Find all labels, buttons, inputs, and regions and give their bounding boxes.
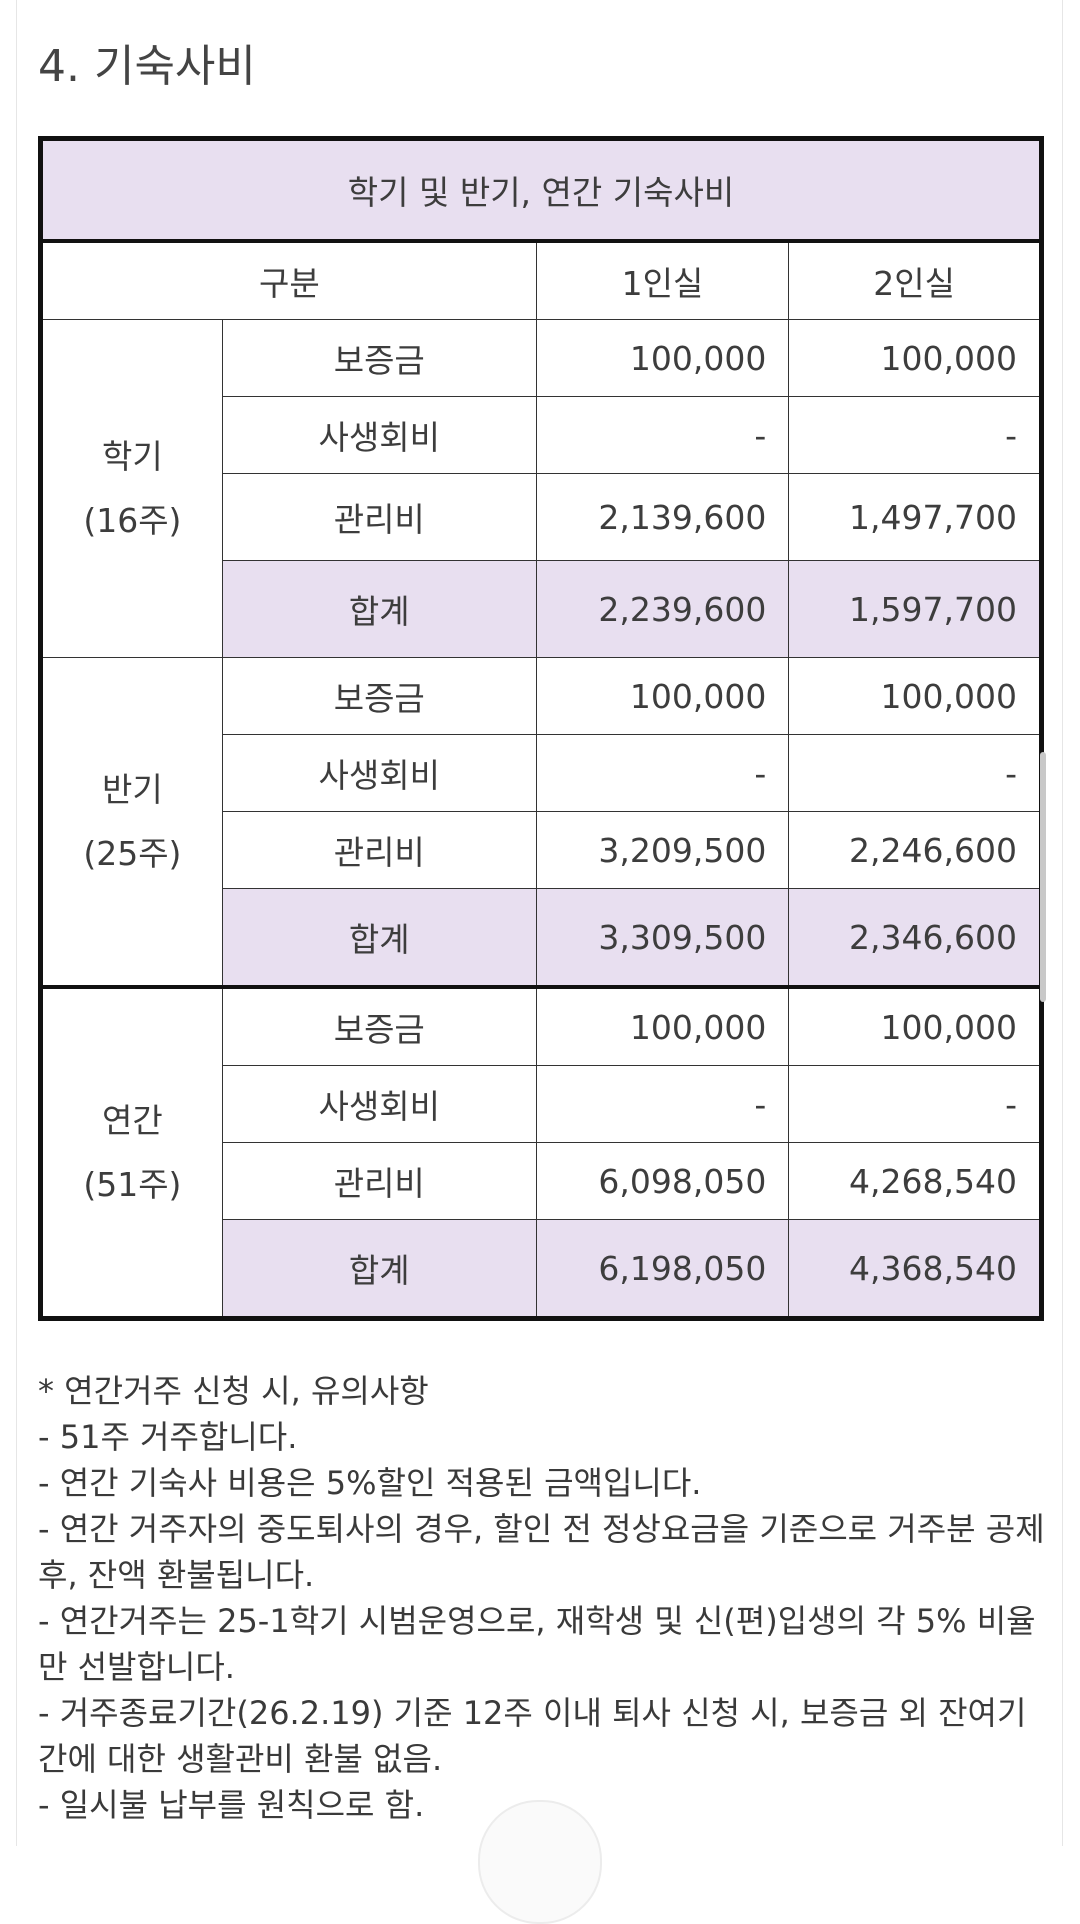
single-room-value: 2,139,600: [535, 473, 790, 561]
single-room-total: 6,198,050: [535, 1219, 790, 1319]
double-room-total: 1,597,700: [788, 560, 1042, 658]
single-room-total: 3,309,500: [535, 888, 790, 988]
double-room-total: 2,346,600: [788, 888, 1042, 988]
dormitory-fee-table: 학기 및 반기, 연간 기숙사비 구분 1인실 2인실 학기 (16주) 보증금…: [38, 136, 1044, 1321]
double-room-value: 100,000: [788, 657, 1042, 735]
row-label: 사생회비: [221, 1065, 537, 1143]
row-label: 관리비: [221, 1142, 537, 1220]
note-item: - 거주종료기간(26.2.19) 기준 12주 이내 퇴사 신청 시, 보증금…: [38, 1694, 1027, 1778]
row-label: 사생회비: [221, 734, 537, 812]
single-room-value: 100,000: [535, 985, 790, 1066]
group-period: (25주): [83, 833, 182, 873]
group-period: (16주): [83, 500, 182, 540]
single-room-value: -: [535, 396, 790, 474]
row-label: 보증금: [221, 985, 537, 1066]
double-room-value: 2,246,600: [788, 811, 1042, 889]
floating-circle-button[interactable]: [478, 1800, 602, 1924]
notes-heading: * 연간거주 신청 시, 유의사항: [38, 1372, 429, 1410]
double-room-value: 4,268,540: [788, 1142, 1042, 1220]
single-room-value: -: [535, 1065, 790, 1143]
note-item: - 연간 기숙사 비용은 5%할인 적용된 금액입니다.: [38, 1464, 702, 1502]
double-room-value: -: [788, 1065, 1042, 1143]
row-label: 보증금: [221, 319, 537, 397]
double-room-value: 1,497,700: [788, 473, 1042, 561]
page-right-border: [1062, 0, 1063, 1846]
row-label: 관리비: [221, 811, 537, 889]
single-room-value: -: [535, 734, 790, 812]
row-label: 사생회비: [221, 396, 537, 474]
single-room-value: 100,000: [535, 319, 790, 397]
row-label: 보증금: [221, 657, 537, 735]
single-room-value: 100,000: [535, 657, 790, 735]
note-item: - 일시불 납부를 원칙으로 함.: [38, 1786, 425, 1824]
double-room-value: -: [788, 734, 1042, 812]
double-room-value: 100,000: [788, 319, 1042, 397]
single-room-value: 3,209,500: [535, 811, 790, 889]
group-name: 학기: [102, 436, 163, 476]
double-room-value: -: [788, 396, 1042, 474]
group-name: 연간: [102, 1100, 163, 1140]
group-name: 반기: [102, 769, 163, 809]
page-left-border: [16, 0, 17, 1846]
note-item: - 연간 거주자의 중도퇴사의 경우, 할인 전 정상요금을 기준으로 거주분 …: [38, 1510, 1045, 1594]
group-period: (51주): [83, 1164, 182, 1204]
column-header-single-room: 1인실: [535, 240, 790, 320]
column-header-double-room: 2인실: [788, 240, 1042, 320]
group-label-annual: 연간 (51주): [40, 985, 223, 1319]
double-room-total: 4,368,540: [788, 1219, 1042, 1319]
note-item: - 연간거주는 25-1학기 시범운영으로, 재학생 및 신(편)입생의 각 5…: [38, 1602, 1036, 1686]
scrollbar-thumb[interactable]: [1040, 752, 1046, 1002]
section-title: 4. 기숙사비: [38, 41, 256, 92]
total-row-label: 합계: [221, 1219, 537, 1319]
table-title: 학기 및 반기, 연간 기숙사비: [40, 138, 1042, 243]
row-label: 관리비: [221, 473, 537, 561]
annual-residence-notes: * 연간거주 신청 시, 유의사항 - 51주 거주합니다. - 연간 기숙사 …: [38, 1368, 1048, 1828]
total-row-label: 합계: [221, 560, 537, 658]
single-room-value: 6,098,050: [535, 1142, 790, 1220]
double-room-value: 100,000: [788, 985, 1042, 1066]
group-label-semester: 학기 (16주): [40, 319, 223, 658]
single-room-total: 2,239,600: [535, 560, 790, 658]
total-row-label: 합계: [221, 888, 537, 988]
note-item: - 51주 거주합니다.: [38, 1418, 298, 1456]
column-header-category: 구분: [40, 240, 537, 320]
group-label-half-year: 반기 (25주): [40, 657, 223, 988]
